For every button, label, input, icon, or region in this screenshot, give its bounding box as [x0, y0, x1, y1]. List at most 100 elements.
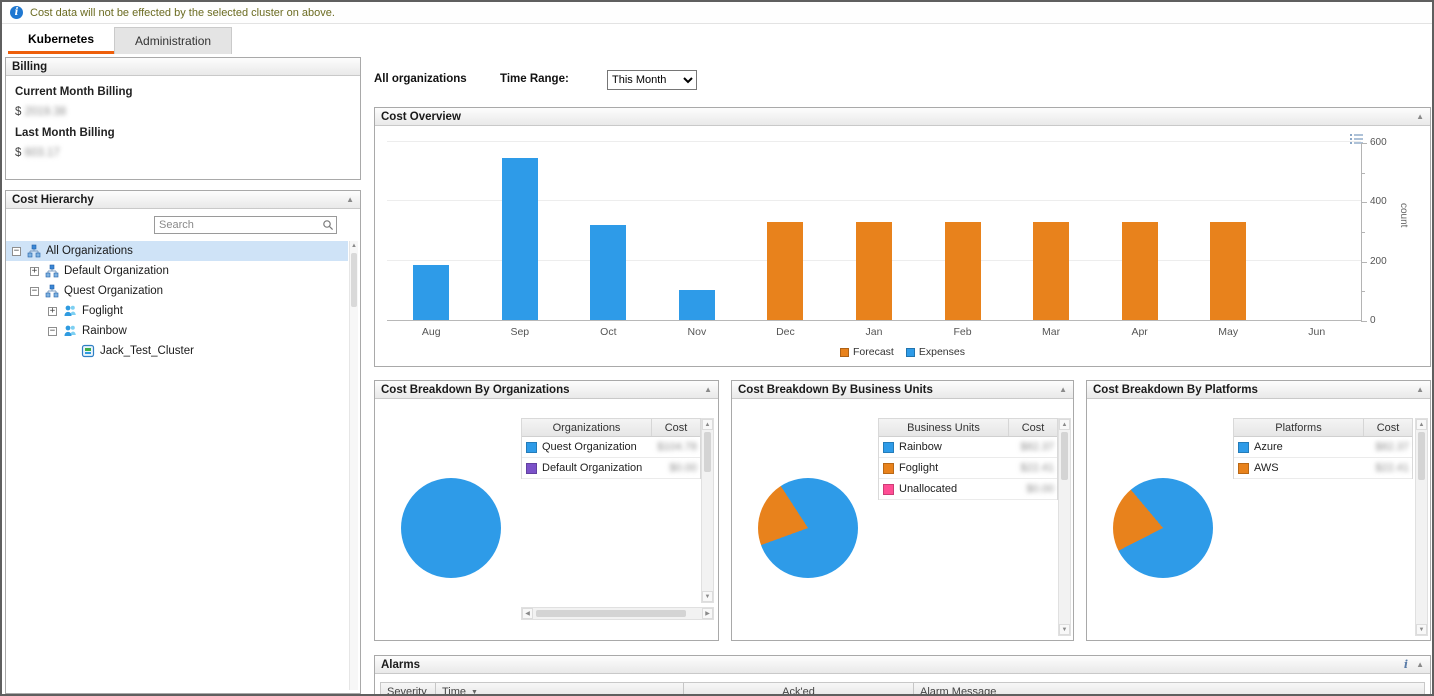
collapse-icon[interactable]: ▲ — [346, 194, 354, 204]
table-row-default-organization[interactable]: Default Organization $0.00 — [522, 458, 700, 479]
vertical-scrollbar[interactable]: ▲ ▼ — [1415, 418, 1428, 636]
table-row-aws[interactable]: AWS $22.41 — [1234, 458, 1412, 479]
cost-hierarchy-panel-header: Cost Hierarchy ▲ — [6, 191, 360, 209]
row-cost: $22.41 — [1375, 462, 1409, 474]
info-icon[interactable]: i — [1403, 658, 1409, 671]
x-tick-label: Jan — [865, 326, 883, 338]
column-header-platforms[interactable]: Platforms — [1234, 419, 1364, 436]
panel-title: Cost Breakdown By Platforms — [1093, 383, 1258, 396]
time-range-select[interactable]: This Month — [607, 70, 697, 90]
breakdown-table: Business Units Cost Rainbow $82.37 Foglight… — [878, 418, 1058, 500]
tree-scrollbar[interactable]: ▲ — [349, 241, 358, 690]
bar-dec-forecast[interactable] — [767, 222, 804, 320]
tab-administration[interactable]: Administration — [114, 27, 233, 54]
tree-item-jack-test-cluster[interactable]: Jack_Test_Cluster — [6, 341, 348, 361]
alarm-column-header-ack-ed[interactable]: Ack'ed — [684, 683, 914, 696]
x-tick-label: Sep — [510, 326, 530, 338]
gridline — [387, 141, 1361, 142]
collapse-icon[interactable]: ▲ — [1416, 384, 1424, 394]
collapse-icon[interactable]: ▲ — [1059, 384, 1067, 394]
table-row-rainbow[interactable]: Rainbow $82.37 — [879, 437, 1057, 458]
row-cost: $82.37 — [1020, 441, 1054, 453]
scrollbar-thumb[interactable] — [536, 610, 686, 617]
pie-cost-breakdown-by-platforms[interactable] — [1113, 478, 1213, 578]
collapse-icon[interactable]: ▲ — [704, 384, 712, 394]
search-icon[interactable] — [322, 219, 334, 234]
breakdown-panel-header: Cost Breakdown By Organizations ▲ — [375, 381, 718, 399]
legend-label: Expenses — [918, 346, 965, 358]
y-tick-label: 200 — [1370, 255, 1387, 267]
vertical-scrollbar[interactable]: ▲ ▼ — [1058, 418, 1071, 636]
scroll-up-icon[interactable]: ▲ — [351, 243, 357, 249]
collapse-toggle-icon[interactable]: − — [30, 285, 39, 296]
scroll-down-icon[interactable]: ▼ — [1059, 624, 1070, 635]
collapse-icon[interactable]: ▲ — [1416, 111, 1424, 121]
collapse-toggle-icon[interactable]: − — [48, 325, 57, 336]
tab-kubernetes[interactable]: Kubernetes — [8, 27, 115, 54]
bar-sep-expenses[interactable] — [501, 158, 538, 320]
bar-may-forecast[interactable] — [1210, 222, 1247, 320]
scroll-up-icon[interactable]: ▲ — [1416, 419, 1427, 430]
scroll-up-icon[interactable]: ▲ — [702, 419, 713, 430]
column-header-cost[interactable]: Cost — [664, 421, 688, 434]
pie-cost-breakdown-by-business-units[interactable] — [758, 478, 858, 578]
bar-feb-forecast[interactable] — [944, 222, 981, 320]
column-label: Ack'ed — [782, 686, 815, 696]
horizontal-scrollbar[interactable]: ◀ ▶ — [521, 607, 714, 620]
column-header-organizations[interactable]: Organizations — [522, 419, 652, 436]
y-axis — [1361, 143, 1362, 322]
bar-nov-expenses[interactable] — [678, 290, 715, 320]
tree-item-all-organizations[interactable]: − All Organizations — [6, 241, 348, 261]
scrollbar-thumb[interactable] — [351, 253, 357, 307]
pie-cost-breakdown-by-organizations[interactable] — [401, 478, 501, 578]
sort-desc-icon: ▼ — [471, 688, 478, 696]
scroll-down-icon[interactable]: ▼ — [1416, 624, 1427, 635]
table-row-foglight[interactable]: Foglight $22.41 — [879, 458, 1057, 479]
column-header-cost[interactable]: Cost — [1376, 421, 1400, 434]
scrollbar-thumb[interactable] — [1061, 432, 1068, 480]
panel-title: Cost Overview — [381, 110, 461, 123]
time-range-label: Time Range: — [500, 73, 569, 85]
column-header-cost[interactable]: Cost — [1021, 421, 1045, 434]
tree-item-foglight[interactable]: + Foglight — [6, 301, 348, 321]
bar-mar-forecast[interactable] — [1033, 222, 1070, 320]
column-header-business-units[interactable]: Business Units — [879, 419, 1009, 436]
table-row-azure[interactable]: Azure $82.37 — [1234, 437, 1412, 458]
collapse-icon[interactable]: ▲ — [1416, 659, 1424, 669]
scroll-up-icon[interactable]: ▲ — [1059, 419, 1070, 430]
billing-body: Current Month Billing $ 2019.38 Last Mon… — [6, 76, 360, 159]
vertical-scrollbar[interactable]: ▲ ▼ — [701, 418, 714, 603]
y-tick — [1362, 202, 1367, 204]
tree-item-default-organization[interactable]: + Default Organization — [6, 261, 348, 281]
search-input[interactable] — [154, 216, 337, 234]
scroll-right-icon[interactable]: ▶ — [702, 608, 713, 619]
bar-apr-forecast[interactable] — [1121, 222, 1158, 320]
bar-oct-expenses[interactable] — [590, 225, 627, 320]
table-row-quest-organization[interactable]: Quest Organization $104.78 — [522, 437, 700, 458]
cost-hierarchy-panel: Cost Hierarchy ▲ − All Organizations + Defa… — [5, 190, 361, 694]
scroll-left-icon[interactable]: ◀ — [522, 608, 533, 619]
scrollbar-thumb[interactable] — [1418, 432, 1425, 480]
bar-jan-forecast[interactable] — [856, 222, 892, 320]
legend-item-forecast[interactable]: Forecast — [840, 346, 894, 358]
alarm-column-header-time[interactable]: Time ▼ — [436, 683, 684, 696]
table-row-unallocated[interactable]: Unallocated $0.00 — [879, 479, 1057, 500]
scroll-down-icon[interactable]: ▼ — [702, 591, 713, 602]
series-color-swatch — [883, 483, 894, 495]
legend-item-expenses[interactable]: Expenses — [905, 346, 965, 358]
info-bar: i Cost data will not be effected by the … — [2, 2, 1432, 24]
bar-aug-expenses[interactable] — [413, 265, 450, 320]
y-tick-label: 600 — [1370, 137, 1387, 148]
expand-toggle-icon[interactable]: + — [30, 265, 39, 276]
tree-item-rainbow[interactable]: − Rainbow — [6, 321, 348, 341]
scrollbar-thumb[interactable] — [704, 432, 711, 472]
collapse-toggle-icon[interactable]: − — [12, 245, 21, 256]
panel-title: Cost Breakdown By Organizations — [381, 383, 570, 396]
alarm-column-header-severity[interactable]: Severity — [381, 683, 436, 694]
legend-swatch — [905, 347, 915, 357]
panel-title: Cost Hierarchy — [12, 193, 94, 206]
tree-item-quest-organization[interactable]: − Quest Organization — [6, 281, 348, 301]
alarm-column-header-alarm-message[interactable]: Alarm Message — [914, 683, 1424, 694]
expand-toggle-icon[interactable]: + — [48, 305, 57, 316]
